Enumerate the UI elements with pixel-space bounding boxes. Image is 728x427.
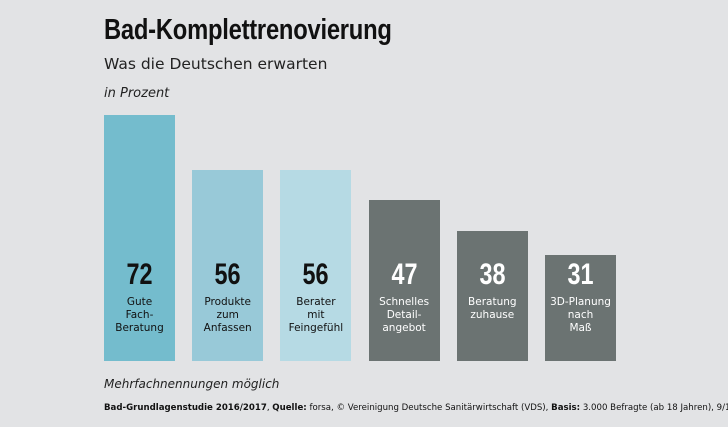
bar	[368, 200, 440, 361]
bar-value-label: 38	[479, 258, 506, 291]
bar-value-label: 56	[302, 258, 329, 291]
bar-value-label: 31	[567, 258, 594, 291]
chart-title: Bad-Komplettrenovierung	[104, 14, 392, 46]
bar	[192, 169, 264, 361]
source-line: Bad-Grundlagenstudie 2016/2017, Quelle: …	[104, 403, 728, 413]
bar	[104, 115, 175, 361]
bar	[456, 231, 528, 361]
bar-category-label: Schnelles Detail- angebot	[379, 296, 430, 334]
bar	[545, 255, 616, 361]
chart-subtitle: Was die Deutschen erwarten	[104, 55, 328, 73]
unit-label: in Prozent	[104, 86, 170, 101]
bar-value-label: 56	[214, 258, 241, 291]
bar-category-label: 3D-Planung nach Maß	[550, 296, 611, 334]
source-quelle-text: forsa, © Vereinigung Deutsche Sanitärwir…	[306, 403, 552, 413]
bar-category-label: Gute Fach- Beratung	[115, 296, 164, 334]
bar-category-label: Beratung zuhause	[468, 296, 517, 321]
bar-value-label: 47	[391, 258, 418, 291]
bar-category-label: Produkte zum Anfassen	[203, 296, 252, 334]
source-study: Bad-Grundlagenstudie 2016/2017	[104, 403, 267, 413]
bar-category-label: Berater mit Feingefühl	[288, 296, 344, 334]
footnote: Mehrfachnennungen möglich	[104, 377, 280, 391]
source-quelle-label: Quelle:	[272, 403, 307, 413]
source-basis-label: Basis:	[551, 403, 581, 413]
source-sep: ,	[266, 403, 273, 413]
source-basis-text: 3.000 Befragte (ab 18 Jahren), 9/17	[580, 403, 728, 413]
bar	[280, 169, 352, 361]
bar-value-label: 72	[126, 258, 153, 291]
